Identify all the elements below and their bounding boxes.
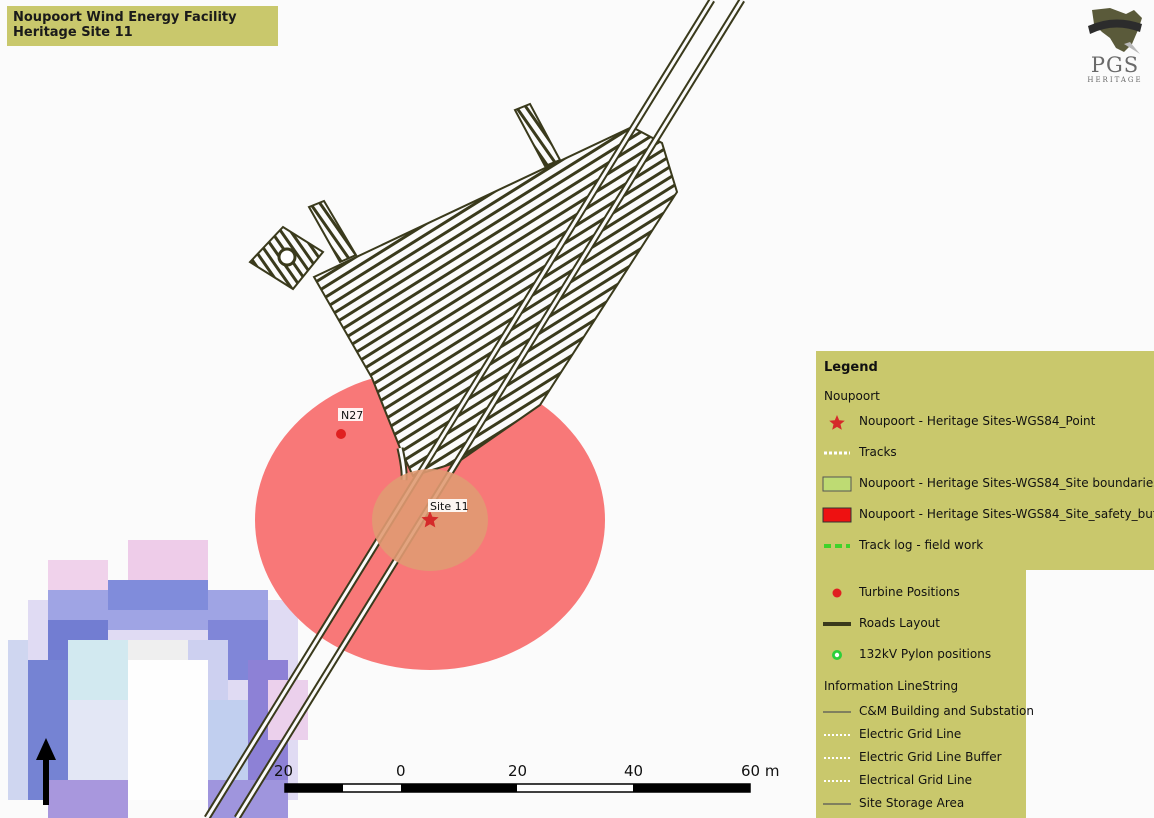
- north-arrow-icon: [36, 738, 56, 805]
- legend-bg-bottom: [816, 570, 1026, 818]
- gray-line-icon: [823, 711, 851, 713]
- legend-item-turbine-positions: Turbine Positions: [822, 584, 1152, 602]
- legend-group-noupoort: Noupoort: [824, 389, 880, 403]
- legend-panel: Legend Noupoort Noupoort - Heritage Site…: [816, 351, 1154, 818]
- turbine-position-dot[interactable]: [336, 429, 346, 439]
- turbine-label-group: N27: [338, 408, 363, 422]
- site-label-group: Site 11: [428, 499, 469, 513]
- legend-item-cm-building: C&M Building and Substation: [822, 703, 1152, 721]
- legend-item-heritage-point: Noupoort - Heritage Sites-WGS84_Point: [822, 413, 1152, 431]
- legend-item-safety-buffer: Noupoort - Heritage Sites-WGS84_Site_saf…: [822, 506, 1154, 524]
- site-label: Site 11: [430, 500, 469, 513]
- legend-item-site-boundaries: Noupoort - Heritage Sites-WGS84_Site bou…: [822, 475, 1154, 493]
- roads-layout[interactable]: [204, 0, 745, 818]
- road-spur-left[interactable]: [307, 199, 358, 264]
- scale-label-2: 20: [508, 762, 528, 780]
- turbine-label: N27: [341, 409, 363, 422]
- road-hatch-area[interactable]: [312, 125, 679, 478]
- gray-line-icon: [823, 803, 851, 805]
- pgs-heritage-logo: PGS HERITAGE: [1080, 4, 1150, 90]
- legend-group-information-linestring: Information LineString: [824, 679, 959, 693]
- green-fill-icon: [822, 476, 852, 492]
- road-line-icon: [823, 622, 851, 626]
- dotted-line-icon: [824, 757, 850, 759]
- scale-label-1: 0: [396, 762, 406, 780]
- map-title-box: Noupoort Wind Energy Facility Heritage S…: [7, 6, 278, 46]
- legend-title: Legend: [824, 360, 878, 375]
- scale-label-3: 40: [624, 762, 644, 780]
- red-fill-icon: [822, 507, 852, 523]
- scale-bar: [284, 783, 751, 793]
- legend-item-site-storage-area: Site Storage Area: [822, 795, 1152, 813]
- red-dot-icon: [832, 588, 842, 598]
- legend-bg-top: [816, 351, 1154, 570]
- scale-label-0: 20: [274, 762, 294, 780]
- legend-item-electrical-grid-line: Electrical Grid Line: [822, 772, 1152, 790]
- map-subtitle: Heritage Site 11: [13, 25, 133, 40]
- africa-map-icon: [1088, 8, 1142, 54]
- scale-label-4: 60 m: [741, 762, 780, 780]
- dotted-line-icon: [824, 734, 850, 736]
- legend-item-roads-layout: Roads Layout: [822, 615, 1152, 633]
- green-dash-line-icon: [824, 544, 850, 548]
- legend-item-pylon-positions: 132kV Pylon positions: [822, 646, 1152, 664]
- legend-item-electric-grid-line-buffer: Electric Grid Line Buffer: [822, 749, 1152, 767]
- legend-item-tracks: Tracks: [822, 444, 1152, 462]
- dashed-line-icon: [824, 451, 850, 455]
- map-title: Noupoort Wind Energy Facility: [13, 10, 237, 25]
- turbine-pad[interactable]: [248, 225, 325, 291]
- logo-sub: HERITAGE: [1087, 76, 1143, 84]
- legend-item-electric-grid-line: Electric Grid Line: [822, 726, 1152, 744]
- legend-item-track-log: Track log - field work: [822, 537, 1152, 555]
- logo-brand: PGS: [1090, 53, 1140, 77]
- heritage-site-star-icon[interactable]: [421, 511, 439, 528]
- pylon-icon: [832, 650, 842, 660]
- dotted-line-icon: [824, 780, 850, 782]
- star-icon: [829, 415, 845, 430]
- road-spur-right[interactable]: [513, 102, 562, 168]
